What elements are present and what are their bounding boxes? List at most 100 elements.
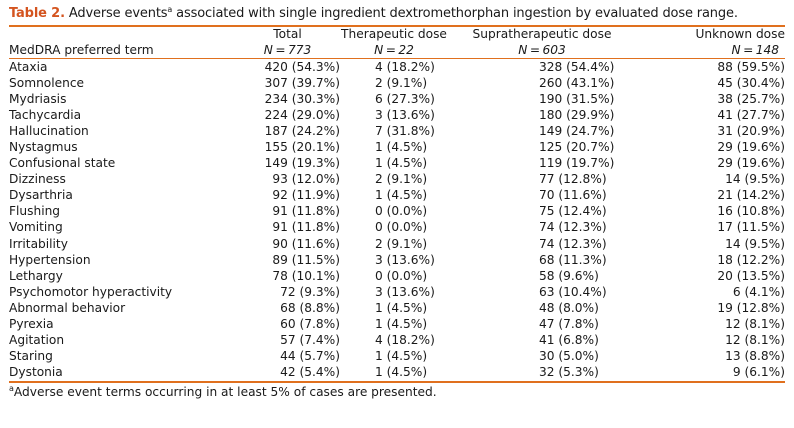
- row-term: Mydriasis: [9, 92, 67, 107]
- header-total-title: Total: [273, 27, 302, 41]
- row-total: 234 (30.3%): [264, 92, 340, 107]
- row-therapeutic: 1 (4.5%): [375, 300, 428, 315]
- row-therapeutic: 4 (18.2%): [375, 60, 435, 74]
- bottom-rule: [9, 380, 785, 383]
- table-row: Flushing 91 (11.8%) 0 (0.0%) 75 (12.4%) 16 (…: [9, 203, 785, 219]
- row-term: Irritability: [9, 236, 68, 251]
- table-label: Table 2.: [9, 6, 65, 21]
- row-total: 155 (20.1%): [264, 140, 340, 155]
- header-supra-n: N = 603: [518, 42, 566, 57]
- row-term: Pyrexia: [9, 316, 54, 331]
- header-row-n: MedDRA preferred term N = 773 N = 22 N =…: [9, 43, 785, 59]
- table-body: Ataxia 420 (54.3%) 4 (18.2%) 328 (54.4%) 88 …: [9, 59, 785, 380]
- row-total: 68 (8.8%): [280, 300, 340, 315]
- row-therapeutic: 3 (13.6%): [375, 252, 435, 267]
- row-unknown: 21 (14.2%): [717, 188, 785, 203]
- row-term: Lethargy: [9, 268, 63, 283]
- table-row: Pyrexia 60 (7.8%) 1 (4.5%) 47 (7.8%) 12 (8.1…: [9, 316, 785, 332]
- row-unknown: 16 (10.8%): [717, 204, 785, 219]
- row-term: Psychomotor hyperactivity: [9, 284, 173, 299]
- row-term: Flushing: [9, 204, 61, 219]
- row-therapeutic: 1 (4.5%): [375, 364, 428, 379]
- table-footnote: aAdverse event terms occurring in at lea…: [9, 383, 785, 400]
- row-total: 92 (11.9%): [272, 188, 340, 203]
- table-row: Confusional state 149 (19.3%) 1 (4.5%) 119 …: [9, 155, 785, 171]
- table-row: Ataxia 420 (54.3%) 4 (18.2%) 328 (54.4%) 88 …: [9, 59, 785, 75]
- row-unknown: 88 (59.5%): [717, 60, 785, 74]
- row-total: 307 (39.7%): [264, 76, 340, 91]
- table-row: Dizziness 93 (12.0%) 2 (9.1%) 77 (12.8%) 14 …: [9, 171, 785, 187]
- row-supratherapeutic: 125 (20.7%): [539, 140, 615, 155]
- table-row: Vomiting 91 (11.8%) 0 (0.0%) 74 (12.3%) 17 (…: [9, 219, 785, 235]
- row-total: 78 (10.1%): [272, 268, 340, 283]
- table-row: Hypertension 89 (11.5%) 3 (13.6%) 68 (11.3%…: [9, 252, 785, 268]
- row-term: Staring: [9, 348, 53, 363]
- table-row: Staring 44 (5.7%) 1 (4.5%) 30 (5.0%) 13 (8.8…: [9, 348, 785, 364]
- row-supratherapeutic: 70 (11.6%): [539, 188, 607, 203]
- row-unknown: 29 (19.6%): [717, 156, 785, 171]
- row-unknown: 12 (8.1%): [725, 332, 785, 347]
- row-therapeutic: 1 (4.5%): [375, 156, 428, 171]
- row-therapeutic: 3 (13.6%): [375, 284, 435, 299]
- row-therapeutic: 7 (31.8%): [375, 124, 435, 139]
- row-term: Dizziness: [9, 172, 66, 187]
- row-supratherapeutic: 260 (43.1%): [539, 76, 615, 91]
- row-unknown: 12 (8.1%): [725, 316, 785, 331]
- table-row: Mydriasis 234 (30.3%) 6 (27.3%) 190 (31.5%)…: [9, 91, 785, 107]
- table-caption: Table 2. Adverse eventsa associated with…: [9, 5, 785, 22]
- table-row: Dystonia 42 (5.4%) 1 (4.5%) 32 (5.3%) 9 (6.1…: [9, 364, 785, 380]
- row-total: 93 (12.0%): [272, 172, 340, 187]
- table-figure: Table 2. Adverse eventsa associated with…: [9, 0, 785, 400]
- row-total: 72 (9.3%): [280, 284, 340, 299]
- table-row: Psychomotor hyperactivity 72 (9.3%) 3 (13.…: [9, 284, 785, 300]
- header-unknown-n: N = 148: [731, 42, 779, 57]
- row-total: 149 (19.3%): [264, 156, 340, 171]
- row-unknown: 45 (30.4%): [717, 76, 785, 91]
- row-unknown: 31 (20.9%): [717, 124, 785, 139]
- table-row: Nystagmus 155 (20.1%) 1 (4.5%) 125 (20.7%) 2…: [9, 139, 785, 155]
- caption-text-end: associated with single ingredient dextro…: [172, 6, 738, 21]
- row-therapeutic: 6 (27.3%): [375, 92, 435, 107]
- footnote-marker: a: [9, 383, 14, 393]
- table-row: Somnolence 307 (39.7%) 2 (9.1%) 260 (43.1%)…: [9, 75, 785, 91]
- table-row: Lethargy 78 (10.1%) 0 (0.0%) 58 (9.6%) 20 (1…: [9, 268, 785, 284]
- row-unknown: 29 (19.6%): [717, 140, 785, 155]
- row-term: Tachycardia: [9, 108, 82, 123]
- row-unknown: 41 (27.7%): [717, 108, 785, 123]
- row-unknown: 14 (9.5%): [725, 172, 785, 187]
- row-total: 91 (11.8%): [272, 204, 340, 219]
- row-total: 89 (11.5%): [272, 252, 340, 267]
- row-unknown: 17 (11.5%): [717, 220, 785, 235]
- row-total: 91 (11.8%): [272, 220, 340, 235]
- row-supratherapeutic: 47 (7.8%): [539, 316, 599, 331]
- row-total: 420 (54.3%): [264, 60, 340, 74]
- row-supratherapeutic: 63 (10.4%): [539, 284, 607, 299]
- row-total: 90 (11.6%): [272, 236, 340, 251]
- header-rule: [9, 58, 785, 59]
- header-therapeutic-title: Therapeutic dose: [341, 27, 447, 41]
- table-row: Abnormal behavior 68 (8.8%) 1 (4.5%) 48 (8.…: [9, 300, 785, 316]
- row-unknown: 13 (8.8%): [725, 348, 785, 363]
- header-supra-title: Supratherapeutic dose: [472, 27, 612, 41]
- row-supratherapeutic: 180 (29.9%): [539, 108, 615, 123]
- row-total: 57 (7.4%): [280, 332, 340, 347]
- row-total: 187 (24.2%): [264, 124, 340, 139]
- row-supratherapeutic: 30 (5.0%): [539, 348, 599, 363]
- row-supratherapeutic: 149 (24.7%): [539, 124, 615, 139]
- row-term: Hallucination: [9, 124, 89, 139]
- table-row: Agitation 57 (7.4%) 4 (18.2%) 41 (6.8%) 12 (…: [9, 332, 785, 348]
- row-term: Somnolence: [9, 76, 85, 91]
- row-unknown: 19 (12.8%): [717, 300, 785, 315]
- table-row: Dysarthria 92 (11.9%) 1 (4.5%) 70 (11.6%) 21…: [9, 187, 785, 203]
- row-supratherapeutic: 48 (8.0%): [539, 300, 599, 315]
- header-row-titles: Total Therapeutic dose Supratherapeutic …: [9, 27, 785, 43]
- row-term: Agitation: [9, 332, 65, 347]
- row-therapeutic: 0 (0.0%): [375, 268, 428, 283]
- row-therapeutic: 0 (0.0%): [375, 220, 428, 235]
- row-therapeutic: 2 (9.1%): [375, 172, 428, 187]
- row-total: 60 (7.8%): [280, 316, 340, 331]
- row-total: 44 (5.7%): [280, 348, 340, 363]
- row-unknown: 38 (25.7%): [717, 92, 785, 107]
- row-therapeutic: 2 (9.1%): [375, 236, 428, 251]
- row-term: Hypertension: [9, 252, 91, 267]
